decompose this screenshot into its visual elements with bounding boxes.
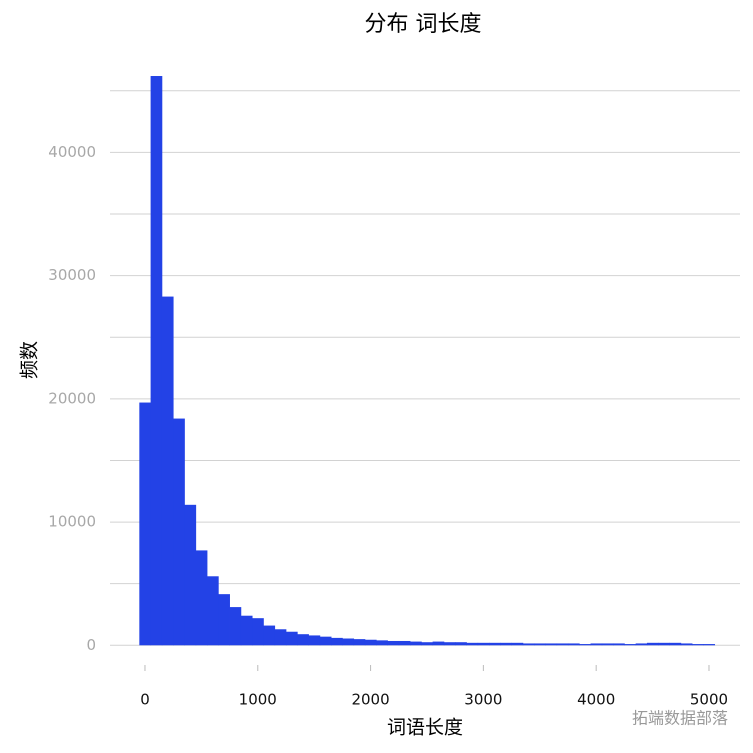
y-tick-label: 40000 <box>48 143 96 161</box>
bar <box>364 639 377 646</box>
bar <box>353 639 366 646</box>
bar <box>432 641 445 646</box>
bar <box>274 629 287 646</box>
bar <box>567 643 580 646</box>
chart-title: 分布 词长度 <box>365 12 482 37</box>
bar <box>658 642 670 646</box>
x-tick-label: 1000 <box>239 691 277 709</box>
bar <box>680 643 693 646</box>
y-tick-label: 0 <box>86 636 96 654</box>
bar <box>421 642 434 646</box>
bar <box>455 642 467 646</box>
bar <box>252 618 264 646</box>
y-tick-label: 20000 <box>48 389 96 407</box>
watermark: 拓端数据部落 <box>632 709 728 728</box>
bar <box>195 550 208 646</box>
bar <box>500 642 512 646</box>
bar <box>556 643 569 646</box>
bar <box>466 642 479 646</box>
y-tick-label: 10000 <box>48 513 96 531</box>
bar <box>534 643 546 646</box>
bar <box>184 504 197 646</box>
bar <box>173 418 185 646</box>
x-tick-label: 2000 <box>351 691 389 709</box>
x-axis-label: 词语长度 <box>387 717 463 739</box>
bar <box>319 636 332 646</box>
bar <box>331 637 343 646</box>
bar <box>229 607 242 646</box>
bar <box>511 642 524 646</box>
x-tick-label: 0 <box>140 691 150 709</box>
x-tick-label: 5000 <box>690 691 728 709</box>
bar <box>398 640 411 646</box>
bar <box>601 643 614 646</box>
bar <box>308 635 321 646</box>
bar <box>297 634 309 646</box>
bar <box>579 644 591 646</box>
bar <box>545 643 558 646</box>
bar <box>646 642 659 646</box>
bar <box>376 640 388 646</box>
bar <box>692 644 704 646</box>
x-tick-label: 3000 <box>464 691 502 709</box>
bar <box>218 594 230 646</box>
bar <box>410 641 422 646</box>
bar <box>489 642 501 646</box>
bar <box>387 640 400 646</box>
bar <box>240 615 253 646</box>
bar <box>703 644 716 646</box>
bar <box>150 76 163 646</box>
y-tick-label: 30000 <box>48 266 96 284</box>
bar <box>443 642 456 646</box>
bar <box>522 643 535 646</box>
bar <box>635 643 648 646</box>
bar <box>613 643 625 646</box>
bar <box>624 644 637 646</box>
bar <box>477 642 490 646</box>
bar <box>342 638 355 646</box>
x-tick-label: 4000 <box>577 691 615 709</box>
bar <box>139 402 152 646</box>
bar <box>207 576 219 646</box>
bar <box>590 643 603 646</box>
y-axis-label: 频数 <box>19 341 41 379</box>
bar <box>263 625 276 646</box>
bar <box>285 631 298 646</box>
bar <box>669 642 682 646</box>
bar <box>161 296 174 646</box>
